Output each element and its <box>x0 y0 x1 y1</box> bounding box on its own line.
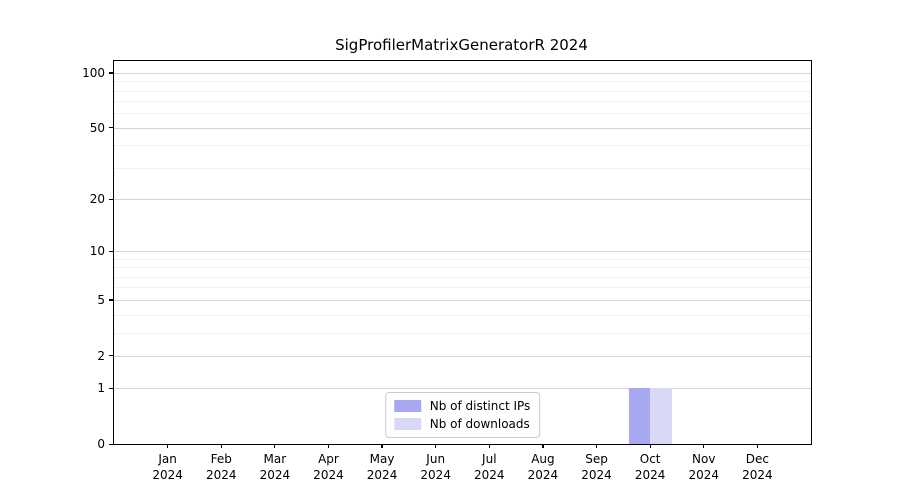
gridline-minor <box>114 145 811 147</box>
x-tick-year: 2024 <box>474 467 505 482</box>
x-tick-year: 2024 <box>688 467 720 482</box>
x-tick-year: 2024 <box>205 467 237 482</box>
x-tick-mark <box>220 444 222 448</box>
gridline-major <box>114 251 811 253</box>
y-tick-mark <box>109 355 114 357</box>
legend: Nb of distinct IPs Nb of downloads <box>384 392 541 438</box>
x-tick-year: 2024 <box>366 467 398 482</box>
x-tick-mark <box>435 444 437 448</box>
y-tick-label: 0 <box>97 437 105 451</box>
y-tick-mark <box>109 387 114 389</box>
x-tick-mark <box>756 444 758 448</box>
legend-item-downloads: Nb of downloads <box>393 417 531 431</box>
x-tick-label: Dec 2024 <box>742 452 773 483</box>
y-tick-label: 10 <box>89 244 105 259</box>
legend-swatch-distinct-ips <box>393 400 421 412</box>
chart-title: SigProfilerMatrixGeneratorR 2024 <box>335 36 588 54</box>
x-tick-month: Apr <box>318 452 339 466</box>
x-tick-label: Oct 2024 <box>635 452 666 483</box>
gridline-major <box>114 299 811 301</box>
y-tick-mark <box>109 127 114 129</box>
x-tick-mark <box>595 444 598 448</box>
x-tick-month: Oct <box>639 452 661 466</box>
x-tick-label: Aug 2024 <box>528 452 559 483</box>
x-tick-month: Jun <box>426 452 446 466</box>
x-tick-month: Jan <box>158 452 177 466</box>
x-tick-month: Sep <box>585 452 608 466</box>
y-tick-label: 50 <box>89 120 105 135</box>
gridline-minor <box>114 258 811 260</box>
x-tick-label: Jul 2024 <box>474 452 505 483</box>
gridline-major <box>114 355 811 357</box>
x-tick-month: Jul <box>482 452 497 466</box>
x-tick-mark <box>488 444 490 448</box>
gridline-minor <box>114 113 811 115</box>
gridline-major <box>114 127 811 129</box>
y-tick-label: 1 <box>97 381 105 396</box>
x-tick-label: Apr 2024 <box>313 452 344 483</box>
gridline-minor <box>114 167 811 169</box>
legend-item-distinct-ips: Nb of distinct IPs <box>393 399 531 413</box>
x-tick-mark <box>327 444 330 448</box>
gridline-minor <box>114 90 811 92</box>
gridline-minor <box>114 81 811 83</box>
x-tick-month: Aug <box>531 452 555 466</box>
x-tick-month: Nov <box>692 452 716 466</box>
x-tick-year: 2024 <box>313 467 344 482</box>
legend-swatch-downloads <box>393 418 421 430</box>
x-tick-year: 2024 <box>527 467 559 482</box>
x-tick-label: May 2024 <box>367 452 398 483</box>
gridline-minor <box>114 314 811 316</box>
y-tick-label: 5 <box>97 292 105 307</box>
legend-label-distinct-ips: Nb of distinct IPs <box>429 399 531 413</box>
y-tick-mark <box>109 250 114 252</box>
y-tick-mark <box>109 72 114 74</box>
gridline-minor <box>114 276 811 278</box>
legend-label-downloads: Nb of downloads <box>429 417 530 431</box>
x-tick-label: Jun 2024 <box>420 452 451 483</box>
x-tick-label: Mar 2024 <box>260 452 291 483</box>
plot-area: Nb of distinct IPs Nb of downloads 0 1 2 5 1… <box>82 60 812 482</box>
x-tick-mark <box>167 444 169 448</box>
y-tick-label: 100 <box>82 65 105 80</box>
y-tick-mark <box>109 299 114 301</box>
x-tick-month: Feb <box>210 452 232 466</box>
x-tick-year: 2024 <box>742 467 773 482</box>
y-tick-mark <box>109 198 114 200</box>
x-tick-month: May <box>369 452 395 466</box>
x-tick-year: 2024 <box>581 467 612 482</box>
gridline-minor <box>114 101 811 103</box>
x-tick-year: 2024 <box>420 467 451 482</box>
x-tick-label: Sep 2024 <box>581 452 612 483</box>
x-tick-label: Feb 2024 <box>206 452 237 483</box>
bar-nb-of-downloads-oct <box>650 388 672 444</box>
x-tick-mark <box>381 444 383 448</box>
gridline-minor <box>114 267 811 269</box>
gridline-major <box>114 388 811 390</box>
gridline-minor <box>114 332 811 334</box>
x-tick-mark <box>703 444 705 448</box>
x-tick-year: 2024 <box>152 467 183 482</box>
gridline-major <box>114 72 811 74</box>
x-tick-year: 2024 <box>259 467 291 482</box>
bar-nb-of-distinct-ips-oct <box>628 388 651 444</box>
x-tick-month: Dec <box>745 452 769 466</box>
y-tick-mark <box>109 443 114 445</box>
gridline-major <box>114 199 811 201</box>
x-tick-year: 2024 <box>634 467 666 482</box>
x-tick-mark <box>649 444 651 448</box>
x-tick-mark <box>274 444 276 448</box>
y-tick-label: 20 <box>89 192 105 207</box>
x-tick-label: Nov 2024 <box>688 452 719 483</box>
y-tick-label: 2 <box>97 348 105 363</box>
x-tick-mark <box>542 444 544 448</box>
x-tick-month: Mar <box>263 452 287 466</box>
x-tick-label: Jan 2024 <box>152 452 183 483</box>
gridline-minor <box>114 287 811 289</box>
